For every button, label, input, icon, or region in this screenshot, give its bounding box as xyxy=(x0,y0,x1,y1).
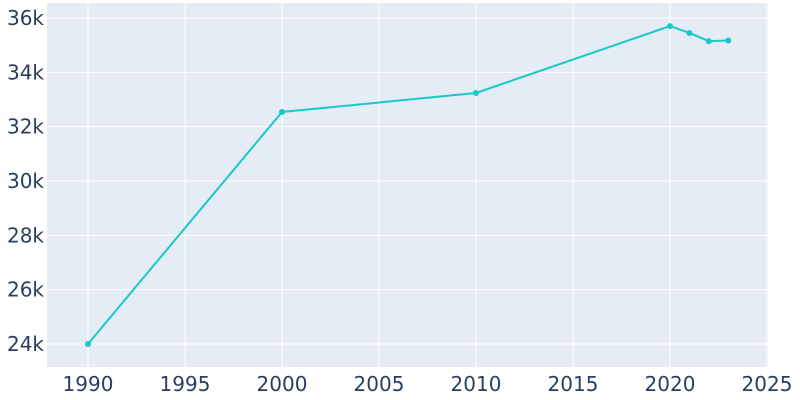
y-tick-label: 26k xyxy=(7,278,44,302)
data-point xyxy=(473,89,479,96)
data-point xyxy=(279,108,285,115)
y-tick-label: 36k xyxy=(7,6,44,30)
y-tick-label: 32k xyxy=(7,115,44,139)
y-tick-label: 28k xyxy=(7,223,44,247)
y-axis-ticks: 24k 26k 28k 30k 32k 34k 36k xyxy=(7,6,44,356)
y-tick-label: 24k xyxy=(7,332,44,356)
y-tick-label: 30k xyxy=(7,169,44,193)
y-tick-label: 34k xyxy=(7,60,44,84)
x-tick-label: 1995 xyxy=(160,372,211,396)
x-tick-label: 2015 xyxy=(548,372,599,396)
x-tick-label: 2010 xyxy=(451,372,502,396)
plot-area xyxy=(47,3,768,367)
data-point xyxy=(725,37,732,44)
data-point xyxy=(686,29,693,36)
data-point xyxy=(85,341,91,347)
data-point-markers xyxy=(85,23,732,347)
x-tick-label: 2025 xyxy=(742,372,793,396)
data-point xyxy=(705,38,712,45)
data-point xyxy=(667,23,673,30)
x-tick-label: 2005 xyxy=(354,372,405,396)
x-tick-label: 2000 xyxy=(257,372,308,396)
x-tick-label: 1990 xyxy=(63,372,114,396)
gridlines xyxy=(47,3,768,367)
x-axis-ticks: 1990 1995 2000 2005 2010 2015 2020 2025 xyxy=(63,372,793,396)
x-tick-label: 2020 xyxy=(645,372,696,396)
